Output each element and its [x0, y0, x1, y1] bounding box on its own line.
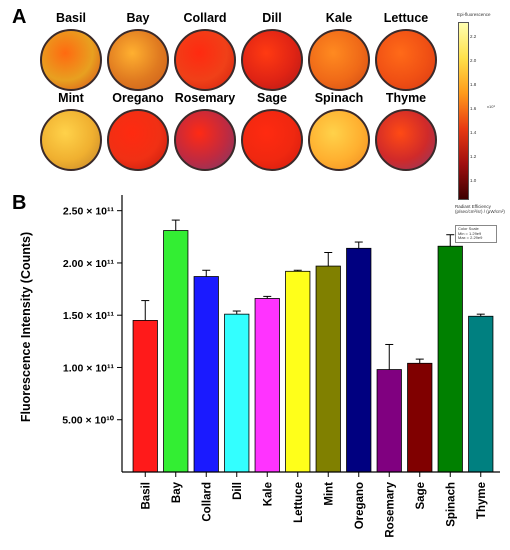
- y-tick-label: 1.50 × 10¹¹: [63, 310, 115, 322]
- bar-lettuce: [285, 270, 311, 473]
- panel-b-label: B: [12, 192, 27, 214]
- dish-label: Sage: [257, 91, 287, 105]
- bar-mint: [315, 265, 341, 473]
- y-tick-label: 1.00 × 10¹¹: [63, 362, 115, 374]
- colorbar-scale-box: Color Scale Min = 1.29e9 Max = 2.29e9: [455, 225, 497, 243]
- x-tick-label: Thyme: [476, 482, 488, 519]
- x-tick-label: Collard: [201, 482, 213, 522]
- x-tick-label: Lettuce: [293, 482, 305, 523]
- dish-label: Basil: [56, 11, 86, 25]
- petri-dish-image: [375, 109, 437, 171]
- colorbar-scale-max: Max = 2.29e9: [458, 235, 483, 241]
- petri-dish-image: [40, 109, 102, 171]
- colorbar-unit: x10⁹: [487, 104, 496, 109]
- dish-label: Thyme: [385, 91, 427, 105]
- x-tick-label: Basil: [140, 482, 152, 510]
- colorbar-tick-label: 1.2: [470, 154, 477, 159]
- colorbar-efficiency: Radiant Efficiency (p/sec/cm²/sr) / (μW/…: [455, 204, 505, 214]
- colorbar-scale-title: Color Scale: [458, 226, 479, 231]
- dish-label: Collard: [183, 11, 227, 25]
- petri-dish-grid: Basil Bay Collard Dill Kale Lettuce Mint Oregan…: [38, 10, 439, 171]
- dish-label: Oregano: [112, 91, 164, 105]
- dish-rosemary: Rosemary: [172, 90, 238, 171]
- y-axis-label: Fluorescence Intensity (Counts): [19, 232, 33, 422]
- colorbar-scale-min: Min = 1.29e9: [458, 230, 482, 236]
- bar-spinach: [437, 245, 463, 473]
- colorbar-tick-label: 1.6: [470, 106, 477, 111]
- petri-dish-image: [107, 29, 169, 91]
- y-tick-label: 2.00 × 10¹¹: [63, 258, 115, 270]
- dish-spinach: Spinach: [306, 90, 372, 171]
- petri-dish-image: [375, 29, 437, 91]
- x-tick-label: Oregano: [354, 482, 366, 529]
- dish-bay: Bay: [105, 10, 171, 91]
- dish-label: Bay: [126, 11, 150, 25]
- colorbar-tick-label: 1.4: [470, 130, 477, 135]
- petri-dish-image: [174, 109, 236, 171]
- petri-dish-image: [308, 109, 370, 171]
- colorbar-efficiency-label: Radiant Efficiency: [455, 204, 491, 209]
- petri-dish-image: [174, 29, 236, 91]
- colorbar-efficiency-units: (p/sec/cm²/sr) / (μW/cm²): [455, 209, 505, 214]
- x-tick-label: Spinach: [445, 482, 457, 527]
- bar-collard: [193, 276, 219, 473]
- dish-label: Dill: [262, 11, 282, 25]
- petri-dish-image: [40, 29, 102, 91]
- colorbar-title: Epi-fluorescence: [457, 12, 491, 17]
- dish-label: Lettuce: [383, 11, 429, 25]
- colorbar-tick-label: 1.0: [470, 178, 477, 183]
- dish-mint: Mint: [38, 90, 104, 171]
- dish-thyme: Thyme: [373, 90, 439, 171]
- petri-dish-image: [308, 29, 370, 91]
- dish-dill: Dill: [239, 10, 305, 91]
- x-tick-label: Dill: [232, 482, 244, 500]
- colorbar-gradient: [458, 22, 469, 200]
- x-tick-label: Rosemary: [384, 481, 396, 537]
- dish-basil: Basil: [38, 10, 104, 91]
- dish-label: Rosemary: [174, 91, 236, 105]
- x-tick-label: Sage: [415, 482, 427, 510]
- dish-lettuce: Lettuce: [373, 10, 439, 91]
- dish-collard: Collard: [172, 10, 238, 91]
- petri-dish-image: [241, 109, 303, 171]
- colorbar-tick-label: 2.0: [470, 58, 477, 63]
- dish-label: Spinach: [314, 91, 364, 105]
- x-tick-label: Kale: [262, 482, 274, 506]
- x-tick-label: Mint: [323, 482, 335, 506]
- panel-a-label: A: [12, 6, 27, 28]
- bar-thyme: [468, 315, 494, 473]
- petri-dish-image: [107, 109, 169, 171]
- dish-label: Kale: [325, 11, 353, 25]
- y-tick-label: 2.50 × 10¹¹: [63, 206, 115, 218]
- colorbar-tick-label: 2.2: [470, 34, 477, 39]
- bar-sage: [407, 362, 433, 473]
- dish-oregano: Oregano: [105, 90, 171, 171]
- bar-oregano: [346, 247, 372, 473]
- bar-bay: [163, 230, 189, 473]
- bar-dill: [224, 313, 250, 473]
- dish-label: Mint: [58, 91, 84, 105]
- bar-basil: [132, 320, 158, 473]
- bar-kale: [254, 298, 280, 473]
- dish-sage: Sage: [239, 90, 305, 171]
- bar-rosemary: [376, 369, 402, 473]
- colorbar-tick-label: 1.8: [470, 82, 477, 87]
- x-tick-label: Bay: [171, 481, 183, 503]
- dish-kale: Kale: [306, 10, 372, 91]
- petri-dish-image: [241, 29, 303, 91]
- colorbar: Epi-fluorescence 2.2 2.0 1.8 1.6 1.4 1.2 1.0 x…: [453, 12, 508, 244]
- y-tick-label: 5.00 × 10¹⁰: [62, 415, 115, 427]
